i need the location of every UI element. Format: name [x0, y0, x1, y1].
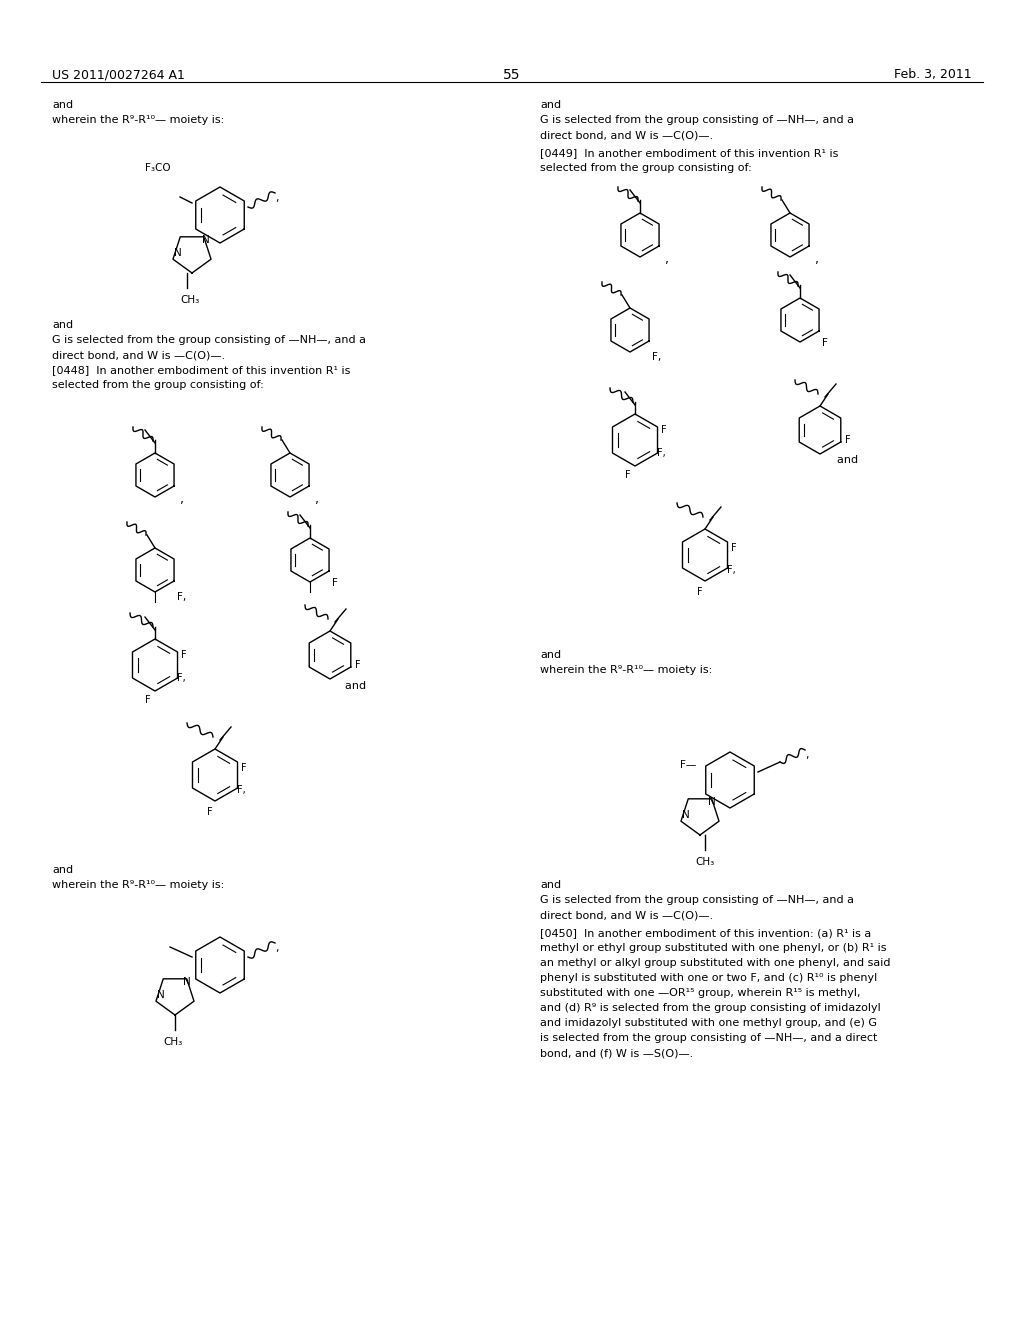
Text: and (d) R⁹ is selected from the group consisting of imidazolyl: and (d) R⁹ is selected from the group co…	[540, 1003, 881, 1012]
Text: and: and	[52, 319, 73, 330]
Text: direct bond, and W is —C(O)—.: direct bond, and W is —C(O)—.	[540, 129, 713, 140]
Text: F: F	[241, 763, 247, 774]
Text: and: and	[52, 865, 73, 875]
Text: is selected from the group consisting of —NH—, and a direct: is selected from the group consisting of…	[540, 1034, 878, 1043]
Text: direct bond, and W is —C(O)—.: direct bond, and W is —C(O)—.	[52, 350, 225, 360]
Text: ,: ,	[180, 492, 184, 506]
Text: F,: F,	[652, 352, 662, 362]
Text: ,: ,	[315, 492, 319, 506]
Text: N: N	[708, 797, 716, 807]
Text: F: F	[355, 660, 360, 671]
Text: and: and	[540, 100, 561, 110]
Text: F: F	[625, 470, 631, 480]
Text: F,: F,	[177, 673, 185, 682]
Text: and: and	[540, 880, 561, 890]
Text: F,: F,	[727, 565, 736, 576]
Text: CH₃: CH₃	[163, 1038, 182, 1047]
Text: and: and	[52, 100, 73, 110]
Text: substituted with one —OR¹⁵ group, wherein R¹⁵ is methyl,: substituted with one —OR¹⁵ group, wherei…	[540, 987, 860, 998]
Text: and imidazolyl substituted with one methyl group, and (e) G: and imidazolyl substituted with one meth…	[540, 1018, 877, 1028]
Text: ,: ,	[275, 193, 279, 203]
Text: [0449]  In another embodiment of this invention R¹ is: [0449] In another embodiment of this inv…	[540, 148, 839, 158]
Text: N: N	[183, 977, 190, 987]
Text: [0448]  In another embodiment of this invention R¹ is: [0448] In another embodiment of this inv…	[52, 366, 350, 375]
Text: N: N	[682, 810, 690, 820]
Text: F: F	[845, 436, 851, 445]
Text: selected from the group consisting of:: selected from the group consisting of:	[52, 380, 264, 389]
Text: direct bond, and W is —C(O)—.: direct bond, and W is —C(O)—.	[540, 909, 713, 920]
Text: F: F	[207, 807, 213, 817]
Text: N: N	[202, 235, 210, 246]
Text: ,: ,	[275, 942, 279, 953]
Text: an methyl or alkyl group substituted with one phenyl, and said: an methyl or alkyl group substituted wit…	[540, 958, 891, 968]
Text: F: F	[662, 425, 667, 436]
Text: G is selected from the group consisting of —NH—, and a: G is selected from the group consisting …	[52, 335, 366, 345]
Text: F: F	[731, 543, 736, 553]
Text: CH₃: CH₃	[180, 294, 200, 305]
Text: bond, and (f) W is —S(O)—.: bond, and (f) W is —S(O)—.	[540, 1048, 693, 1059]
Text: ,: ,	[665, 253, 669, 267]
Text: 55: 55	[503, 69, 521, 82]
Text: F: F	[697, 587, 702, 597]
Text: ,: ,	[805, 750, 809, 760]
Text: wherein the R⁹-R¹⁰— moiety is:: wherein the R⁹-R¹⁰— moiety is:	[52, 880, 224, 890]
Text: CH₃: CH₃	[695, 857, 715, 867]
Text: N: N	[157, 990, 165, 1001]
Text: F,: F,	[237, 785, 246, 795]
Text: selected from the group consisting of:: selected from the group consisting of:	[540, 162, 752, 173]
Text: and: and	[540, 649, 561, 660]
Text: F: F	[181, 649, 186, 660]
Text: Feb. 3, 2011: Feb. 3, 2011	[894, 69, 972, 81]
Text: F₃CO: F₃CO	[145, 162, 171, 173]
Text: US 2011/0027264 A1: US 2011/0027264 A1	[52, 69, 185, 81]
Text: wherein the R⁹-R¹⁰— moiety is:: wherein the R⁹-R¹⁰— moiety is:	[52, 115, 224, 125]
Text: ,: ,	[815, 253, 819, 267]
Text: N: N	[174, 248, 181, 257]
Text: F: F	[332, 578, 338, 587]
Text: [0450]  In another embodiment of this invention: (a) R¹ is a: [0450] In another embodiment of this inv…	[540, 928, 871, 939]
Text: and: and	[830, 455, 858, 465]
Text: F,: F,	[657, 447, 666, 458]
Text: F—: F—	[680, 760, 696, 770]
Text: phenyl is substituted with one or two F, and (c) R¹⁰ is phenyl: phenyl is substituted with one or two F,…	[540, 973, 878, 983]
Text: G is selected from the group consisting of —NH—, and a: G is selected from the group consisting …	[540, 115, 854, 125]
Text: F: F	[145, 696, 151, 705]
Text: wherein the R⁹-R¹⁰— moiety is:: wherein the R⁹-R¹⁰— moiety is:	[540, 665, 713, 675]
Text: G is selected from the group consisting of —NH—, and a: G is selected from the group consisting …	[540, 895, 854, 906]
Text: F: F	[822, 338, 827, 348]
Text: F,: F,	[177, 591, 186, 602]
Text: methyl or ethyl group substituted with one phenyl, or (b) R¹ is: methyl or ethyl group substituted with o…	[540, 942, 887, 953]
Text: and: and	[338, 681, 367, 690]
